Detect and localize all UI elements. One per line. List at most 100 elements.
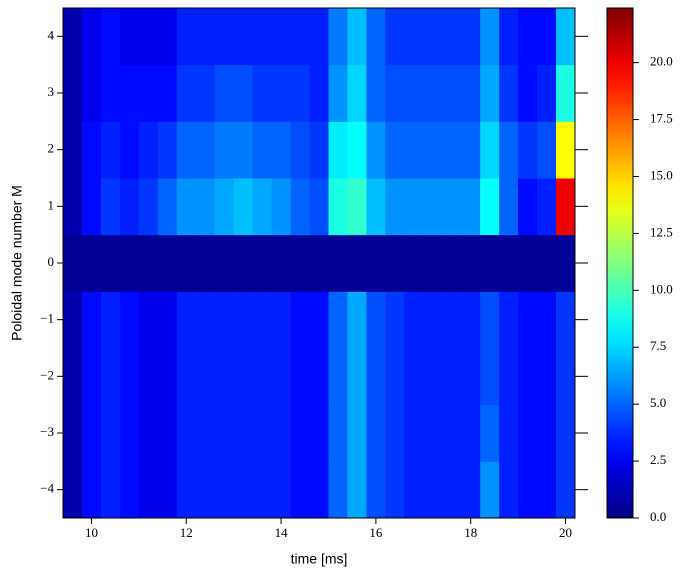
colorbar-tick-label: 0.0 (650, 509, 666, 524)
heatmap-cell (195, 291, 216, 349)
y-tick-label: 0 (48, 254, 55, 269)
heatmap-cell (233, 178, 254, 236)
x-tick-label: 10 (85, 525, 98, 540)
heatmap-cell (385, 8, 405, 66)
heatmap-cell (233, 461, 254, 519)
heatmap-cell (518, 461, 538, 519)
heatmap-cell (271, 291, 292, 349)
heatmap-cell (423, 404, 443, 462)
heatmap-cell (537, 348, 557, 406)
x-tick-label: 16 (369, 525, 383, 540)
heatmap-cell (423, 121, 443, 179)
heatmap-cell (100, 64, 121, 122)
x-tick-label: 20 (559, 525, 572, 540)
heatmap-cell (423, 64, 443, 122)
heatmap-cell (63, 348, 83, 406)
heatmap-cell (423, 8, 443, 66)
heatmap-cell (404, 404, 424, 462)
heatmap-cell (138, 64, 159, 122)
heatmap-cell (328, 348, 348, 406)
heatmap-cell (385, 234, 405, 292)
heatmap-cell (404, 8, 424, 66)
heatmap-cell (176, 404, 197, 462)
heatmap-cell (328, 8, 348, 66)
heatmap-cell (518, 64, 538, 122)
heatmap-cell (347, 64, 367, 122)
heatmap-cell (499, 291, 519, 349)
heatmap-cell (347, 348, 367, 406)
heatmap-cell (195, 178, 216, 236)
heatmap-cell (423, 291, 443, 349)
heatmap-cell (537, 291, 557, 349)
heatmap-cell (271, 121, 292, 179)
heatmap-cell (252, 461, 273, 519)
heatmap-cell (499, 234, 519, 292)
heatmap-cell (119, 121, 140, 179)
heatmap-cell (157, 121, 178, 179)
heatmap-cell (233, 348, 254, 406)
heatmap-cell (442, 404, 462, 462)
heatmap-cell (119, 178, 140, 236)
heatmap-cell (480, 291, 500, 349)
heatmap-cell (138, 348, 159, 406)
heatmap-cell (195, 64, 216, 122)
heatmap-cell (537, 461, 557, 519)
heatmap-cell (442, 178, 462, 236)
colorbar-tick-label: 17.5 (650, 111, 673, 126)
heatmap-cell (347, 404, 367, 462)
colorbar-tick-label: 15.0 (650, 167, 673, 182)
heatmap-cell (537, 121, 557, 179)
heatmap-cell (480, 348, 500, 406)
heatmap-cell (423, 234, 443, 292)
heatmap-cell (100, 348, 121, 406)
heatmap-cell (556, 64, 576, 122)
heatmap-cell (157, 348, 178, 406)
heatmap-cell (195, 348, 216, 406)
colorbar-tick-label: 5.0 (650, 395, 666, 410)
heatmap-cell (195, 8, 216, 66)
heatmap-cell (138, 461, 159, 519)
heatmap-cell (328, 404, 348, 462)
heatmap-cell (81, 348, 102, 406)
heatmap-cell (100, 404, 121, 462)
heatmap-cell (499, 348, 519, 406)
heatmap-cell (442, 234, 462, 292)
heatmap-cell (100, 291, 121, 349)
heatmap-cell (328, 291, 348, 349)
heatmap-cell (214, 291, 235, 349)
heatmap-cell (556, 121, 576, 179)
heatmap-cell (404, 348, 424, 406)
heatmap-cell (347, 121, 367, 179)
heatmap-cell (252, 8, 273, 66)
heatmap-cell (347, 291, 367, 349)
heatmap-cell (480, 64, 500, 122)
heatmap-cell (176, 291, 197, 349)
heatmap-cell (290, 121, 311, 179)
heatmap-cell (176, 461, 197, 519)
heatmap-cell (252, 64, 273, 122)
heatmap-cell (480, 404, 500, 462)
heatmap-cell (290, 404, 311, 462)
heatmap-cell (138, 178, 159, 236)
heatmap-cell (518, 8, 538, 66)
heatmap-cell (119, 461, 140, 519)
heatmap-cell (63, 64, 83, 122)
heatmap-cell (404, 178, 424, 236)
heatmap-cell (100, 234, 121, 292)
heatmap-cell (404, 234, 424, 292)
heatmap-cell (290, 291, 311, 349)
heatmap-cell (176, 64, 197, 122)
heatmap-cell (556, 234, 576, 292)
colorbar-frame (606, 7, 634, 519)
heatmap-cell (271, 234, 292, 292)
y-tick-label: −1 (40, 311, 54, 326)
heatmap-cell (537, 178, 557, 236)
heatmap-cell (157, 8, 178, 66)
heatmap-cell (100, 121, 121, 179)
heatmap-cell (556, 178, 576, 236)
heatmap-cell (347, 178, 367, 236)
heatmap-cell (461, 178, 481, 236)
x-tick-label: 12 (180, 525, 193, 540)
heatmap-cell (214, 8, 235, 66)
heatmap-cell (176, 121, 197, 179)
